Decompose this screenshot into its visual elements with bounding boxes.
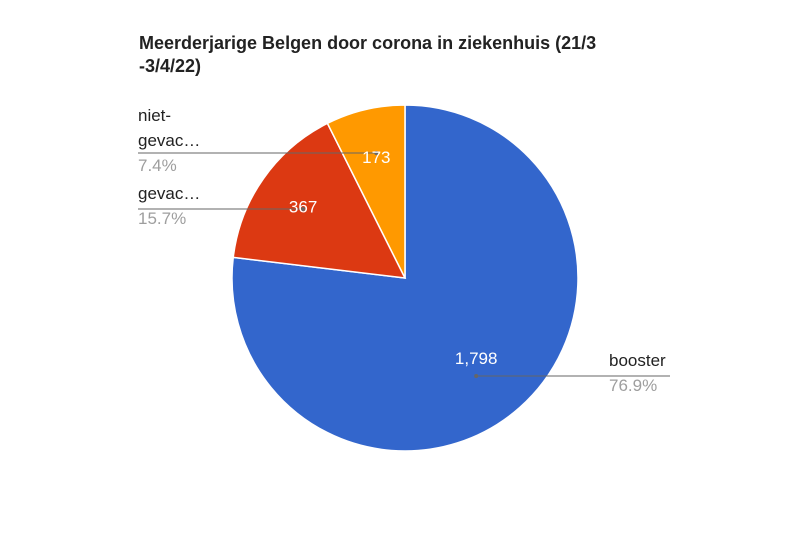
slice-value-label: 1,798 — [455, 349, 498, 368]
slice-labels: 1,798 booster 76.9% 367 gevac… 15.7% 173 niet-g… — [138, 106, 666, 395]
slice-category-label: booster — [609, 351, 666, 370]
leader-dot — [474, 374, 479, 378]
leader-dot — [374, 151, 379, 155]
slice-category-label: gevac… — [138, 184, 200, 203]
leader-lines — [138, 151, 670, 378]
slice-percent-label: 15.7% — [138, 209, 186, 228]
slice-percent-label: 76.9% — [609, 376, 657, 395]
chart-title-line-2: -3/4/22) — [139, 56, 202, 76]
pie-slice-gevaccineerd — [232, 122, 407, 279]
slice-percent-label: 7.4% — [138, 156, 177, 175]
pie-slices — [231, 104, 579, 452]
slice-value-label: 173 — [362, 148, 390, 167]
chart-title-line-1: Meerderjarige Belgen door corona in ziek… — [139, 33, 597, 53]
slice-category-label: niet- — [138, 106, 171, 125]
slice-category-label: gevac… — [138, 131, 200, 150]
leader-dot — [301, 207, 306, 211]
chart-title: Meerderjarige Belgen door corona in ziek… — [139, 32, 639, 78]
pie-slice-niet-gevaccineerd — [326, 104, 406, 279]
slice-value-label: 367 — [289, 197, 317, 216]
